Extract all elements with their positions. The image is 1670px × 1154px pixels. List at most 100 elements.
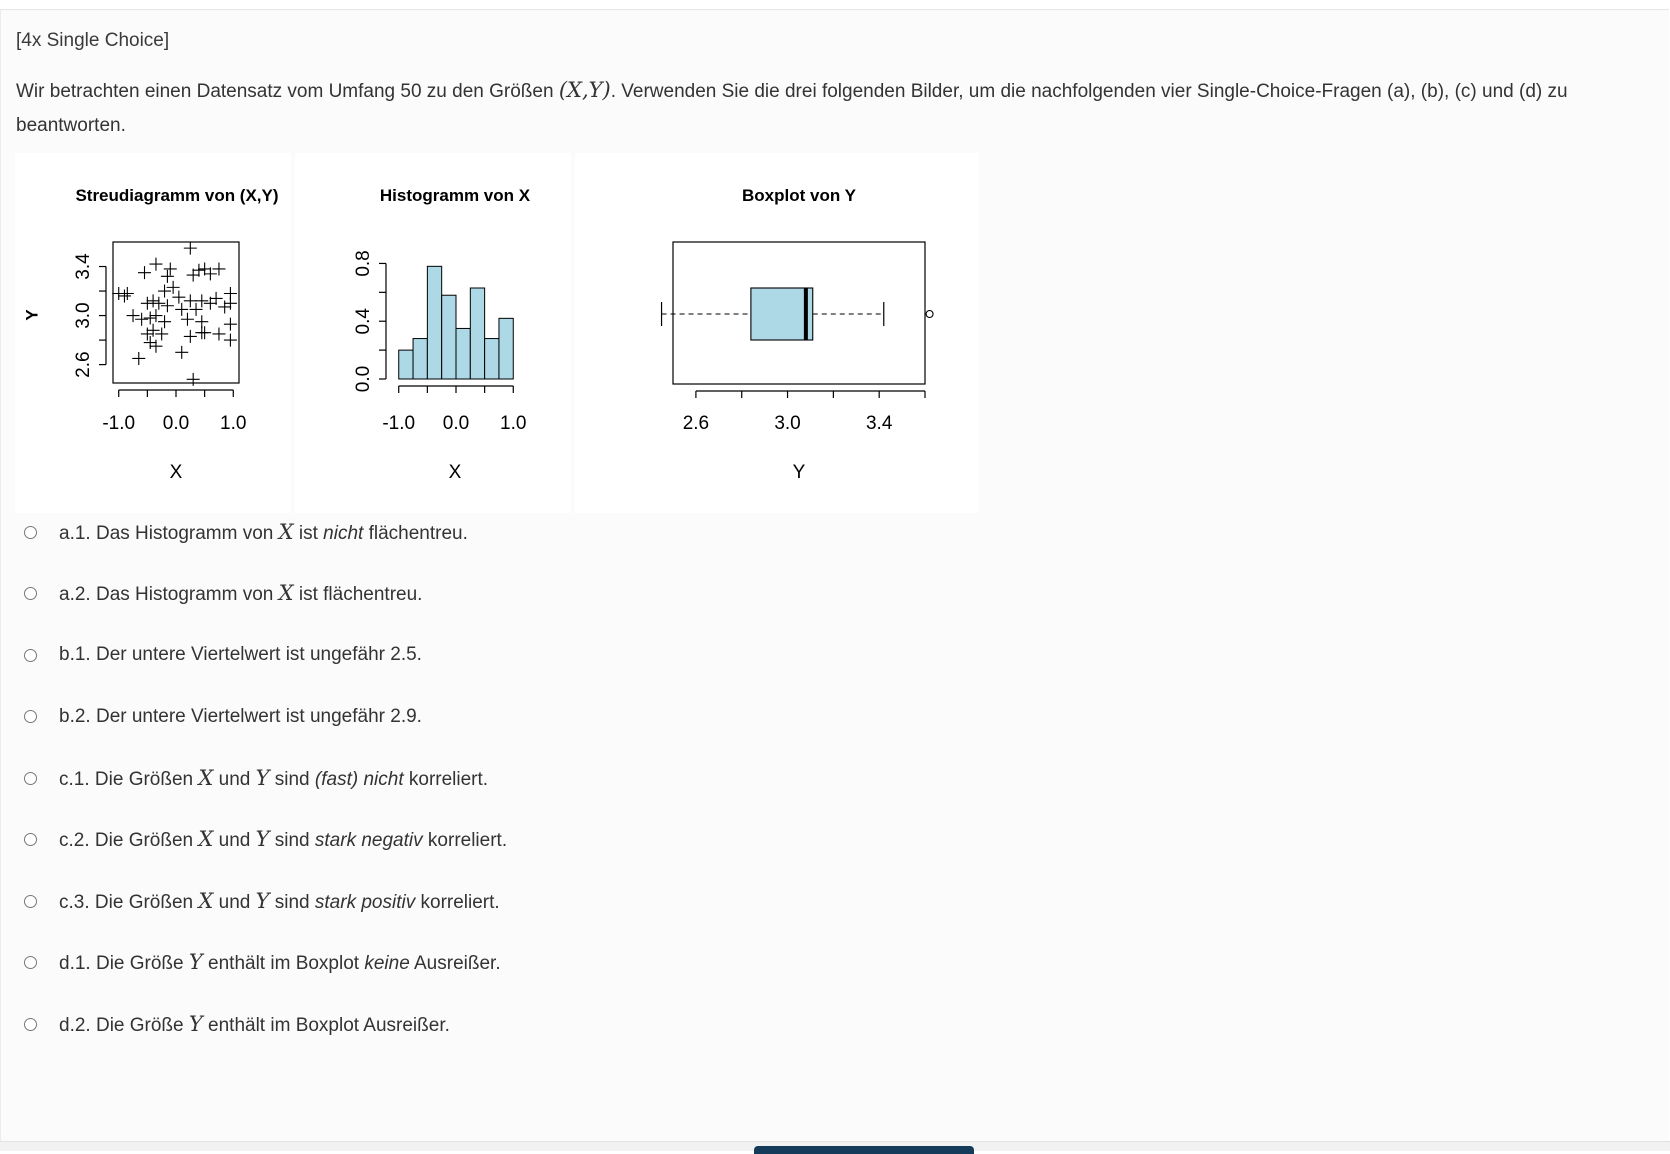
- scatter-point: [117, 289, 131, 303]
- option-a1[interactable]: a.1. Das Histogramm von X ist nicht fläc…: [24, 517, 468, 547]
- scatter-point: [143, 336, 157, 350]
- scatter-point: [203, 267, 217, 281]
- option-c2[interactable]: c.2. Die Größen X und Y sind stark negat…: [24, 825, 507, 855]
- submit-button[interactable]: [754, 1146, 974, 1154]
- option-emphasis: stark negativ: [314, 830, 423, 851]
- option-text: b.1. Der untere Viertelwert ist ungefähr…: [59, 644, 422, 665]
- option-math: Y: [255, 765, 270, 790]
- histogram-bar: [441, 294, 457, 380]
- option-text: enthält im Boxplot Ausreißer.: [202, 1014, 450, 1036]
- boxplot-plot: Boxplot von Y 2.6 3.0 3.4 Y: [660, 186, 934, 483]
- radio-button[interactable]: [24, 710, 37, 723]
- scatter-point: [140, 327, 154, 341]
- option-text: sind: [269, 830, 315, 851]
- option-emphasis: stark positiv: [314, 891, 416, 913]
- option-label: a.2. Das Histogramm von X ist flächentre…: [59, 581, 422, 606]
- scatter-point: [132, 351, 146, 365]
- scatter-point: [212, 262, 226, 276]
- box: [750, 287, 814, 341]
- scatter-point: [183, 241, 197, 255]
- scatter-point: [143, 311, 157, 325]
- option-text: c.2. Die Größen: [59, 830, 199, 851]
- scatter-point: [186, 268, 200, 282]
- radio-button[interactable]: [24, 525, 37, 539]
- option-d2[interactable]: d.2. Die Größe Y enthält im Boxplot Ausr…: [24, 1009, 450, 1039]
- option-c1[interactable]: c.1. Die Größen X und Y sind (fast) nich…: [24, 763, 488, 793]
- scatter-point: [146, 294, 160, 308]
- scatter-point: [155, 327, 169, 341]
- radio-button[interactable]: [24, 894, 37, 908]
- option-text: a.1. Das Histogramm von: [59, 522, 279, 544]
- option-math: X: [278, 519, 294, 544]
- option-label: b.2. Der untere Viertelwert ist ungefähr…: [59, 706, 422, 728]
- option-text: ist: [293, 522, 324, 544]
- x-tick-label: 2.6: [683, 413, 709, 434]
- y-axis-label: Y: [22, 309, 41, 321]
- scatter-point: [135, 312, 149, 326]
- histogram-bar: [484, 338, 500, 380]
- option-label: b.1. Der untere Viertelwert ist ungefähr…: [59, 644, 422, 666]
- option-label: d.2. Die Größe Y enthält im Boxplot Ausr…: [59, 1012, 450, 1037]
- plot-frame: [672, 241, 926, 385]
- histogram-bar: [426, 265, 443, 380]
- outlier-point: [925, 309, 934, 319]
- option-text: ist flächentreu.: [293, 584, 423, 605]
- option-b1[interactable]: b.1. Der untere Viertelwert ist ungefähr…: [24, 640, 422, 670]
- histogram-bar: [455, 327, 471, 380]
- option-emphasis: (fast) nicht: [314, 768, 404, 790]
- histogram-panel: Histogramm von X -1.0 0.0 1.0 X 0.0 0.4 0.8: [295, 153, 571, 513]
- scatter-point: [172, 290, 186, 304]
- option-text: c.1. Die Größen: [59, 768, 199, 790]
- x-tick-label: -1.0: [102, 413, 135, 434]
- question-panel: [4x Single Choice] Wir betrachten einen …: [0, 9, 1669, 1141]
- x-tick-label: -1.0: [382, 413, 415, 434]
- radio-button[interactable]: [24, 771, 37, 785]
- scatter-point: [192, 263, 206, 277]
- option-d1[interactable]: d.1. Die Größe Y enthält im Boxplot kein…: [24, 948, 501, 978]
- x-axis-label: Y: [793, 462, 806, 483]
- option-label: c.2. Die Größen X und Y sind stark negat…: [59, 827, 507, 852]
- scatter-point: [198, 262, 212, 276]
- scatter-point: [140, 296, 154, 310]
- scatter-point: [223, 296, 237, 310]
- option-text: c.3. Die Größen: [59, 891, 199, 913]
- intro-text-end: . Verwenden Sie die drei folgenden Bilde…: [16, 81, 1568, 136]
- histogram-bar: [469, 287, 486, 380]
- radio-button[interactable]: [24, 1017, 37, 1031]
- x-axis-label: X: [449, 462, 462, 483]
- radio-button[interactable]: [24, 648, 37, 662]
- scatter-point: [158, 284, 172, 298]
- scatter-point: [120, 286, 134, 300]
- histogram-bar: [412, 338, 428, 380]
- x-tick-label: 1.0: [220, 413, 246, 434]
- boxplot-panel: Boxplot von Y 2.6 3.0 3.4 Y: [575, 153, 979, 513]
- scatter-point: [195, 294, 209, 308]
- option-c3[interactable]: c.3. Die Größen X und Y sind stark posit…: [24, 886, 500, 916]
- chart-title: Boxplot von Y: [742, 186, 857, 205]
- option-b2[interactable]: b.2. Der untere Viertelwert ist ungefähr…: [24, 702, 422, 732]
- scatter-point: [149, 339, 163, 353]
- scatter-point: [166, 280, 180, 294]
- x-tick-label: 0.0: [163, 413, 189, 434]
- option-text: d.1. Die Größe: [59, 953, 189, 974]
- chart-title: Histogramm von X: [380, 186, 531, 205]
- scatter-point: [189, 302, 203, 316]
- option-a2[interactable]: a.2. Das Histogramm von X ist flächentre…: [24, 579, 422, 609]
- option-text: und: [213, 768, 256, 790]
- option-text: sind: [269, 768, 315, 790]
- option-math: X: [198, 888, 214, 913]
- radio-button[interactable]: [24, 833, 37, 846]
- option-emphasis: nicht: [323, 522, 364, 544]
- option-math: X: [198, 827, 214, 851]
- scatter-point: [158, 315, 172, 329]
- scatter-point: [152, 296, 166, 310]
- option-text: Ausreißer.: [409, 953, 501, 974]
- scatter-point: [209, 291, 223, 305]
- x-tick-label: 3.0: [774, 413, 800, 434]
- option-text: korreliert.: [422, 830, 508, 851]
- scatter-point: [146, 323, 160, 337]
- radio-button[interactable]: [24, 587, 37, 600]
- scatter-point: [195, 315, 209, 329]
- option-emphasis: keine: [364, 953, 410, 974]
- radio-button[interactable]: [24, 956, 37, 969]
